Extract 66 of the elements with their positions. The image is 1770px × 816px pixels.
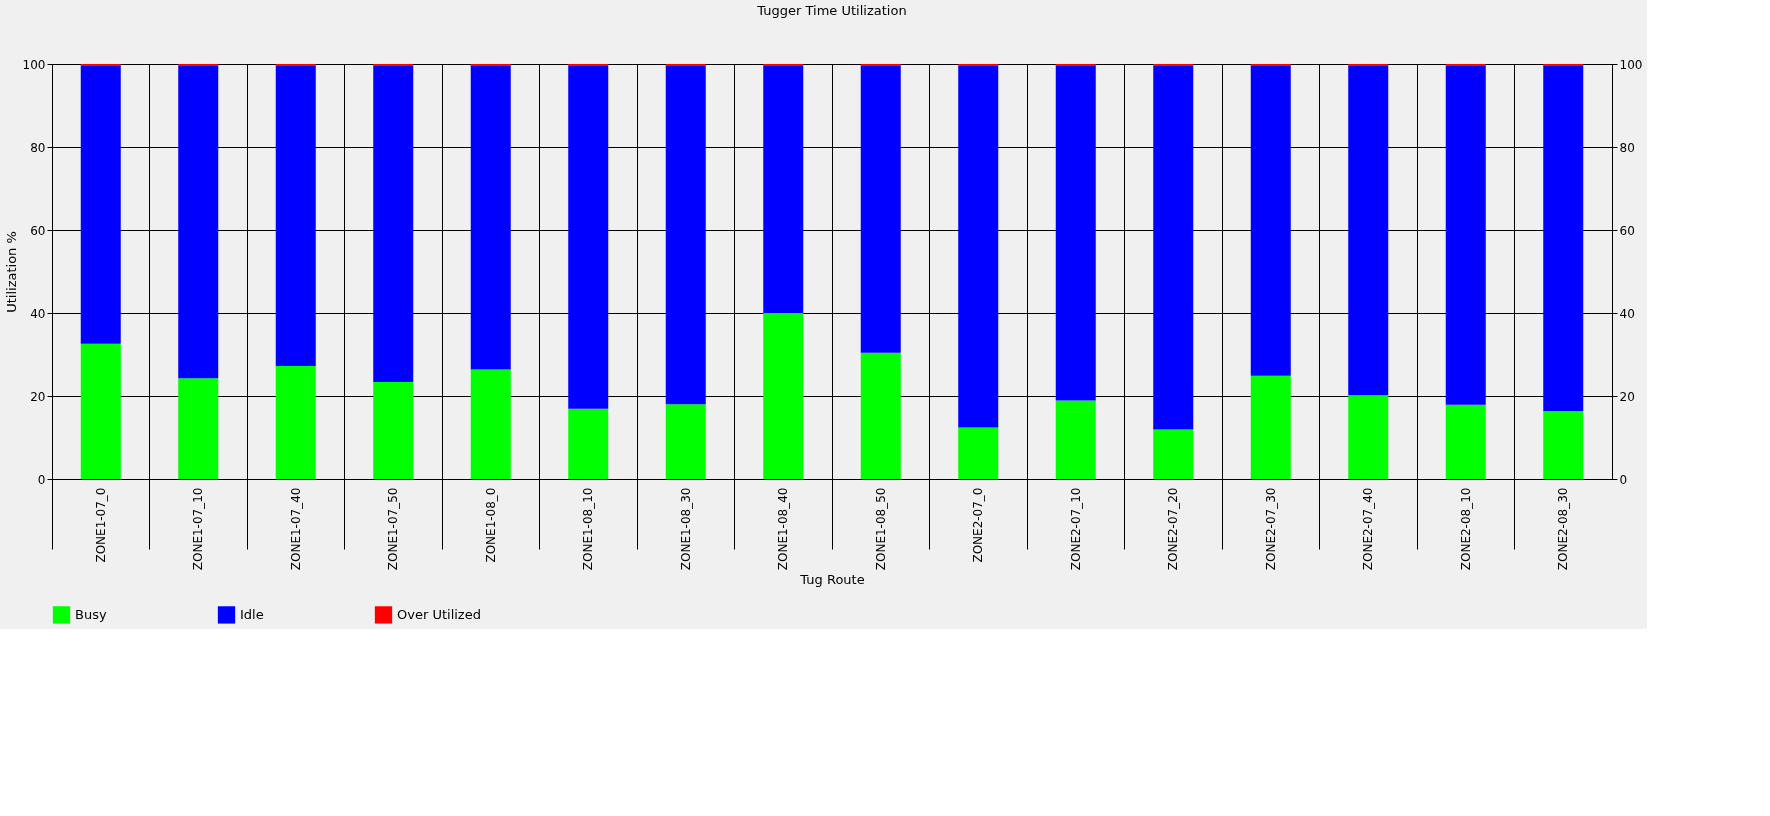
y2-tick-label: 0 (1619, 472, 1628, 487)
bar (568, 408, 609, 479)
bar (1543, 410, 1584, 479)
x-tick-label: ZONE2-07_20 (1166, 487, 1181, 571)
bar (275, 366, 316, 479)
legend-label: Over Utilized (397, 606, 481, 622)
y-axis-title: Utilization % (3, 231, 19, 313)
bar (1153, 65, 1194, 430)
x-tick-label: ZONE2-07_0 (971, 487, 986, 563)
bar (568, 65, 609, 409)
x-tick-label: ZONE1-08_0 (483, 487, 498, 563)
bar (1153, 429, 1194, 479)
bar (860, 352, 901, 479)
bar (80, 65, 121, 344)
y-tick-label: 40 (30, 306, 46, 321)
bar (958, 427, 999, 479)
bar (665, 65, 706, 405)
bar (860, 65, 901, 353)
bar (1250, 65, 1291, 376)
x-tick-label: ZONE2-08_10 (1458, 487, 1473, 571)
bar (763, 313, 804, 479)
bar (470, 65, 511, 370)
bar (1250, 375, 1291, 479)
x-tick-label: ZONE1-08_10 (581, 487, 596, 571)
bar (763, 65, 804, 313)
bar (1445, 65, 1486, 405)
y2-tick-label: 20 (1619, 389, 1635, 404)
y2-tick-label: 60 (1619, 223, 1635, 238)
bar (1348, 395, 1389, 479)
x-tick-label: ZONE1-08_40 (776, 487, 791, 571)
y-tick-label: 0 (37, 472, 46, 487)
bar (1055, 65, 1096, 401)
y2-tick-label: 100 (1619, 57, 1643, 72)
x-tick-label: ZONE1-07_50 (386, 487, 401, 571)
bar (665, 404, 706, 479)
bar (373, 65, 414, 382)
x-tick-label: ZONE1-08_50 (873, 487, 888, 571)
x-tick-label: ZONE1-07_40 (288, 487, 303, 571)
bar (1055, 400, 1096, 479)
bar (958, 65, 999, 428)
y2-tick-label: 40 (1619, 306, 1635, 321)
y-tick-label: 80 (30, 140, 46, 155)
x-tick-label: ZONE2-07_30 (1263, 487, 1278, 571)
chart-title: Tugger Time Utilization (756, 3, 907, 18)
bar (275, 65, 316, 367)
bar (1445, 404, 1486, 479)
bar (80, 343, 121, 479)
bar (178, 65, 219, 379)
bar (1543, 65, 1584, 411)
bar (470, 369, 511, 479)
x-tick-label: ZONE1-07_10 (191, 487, 206, 571)
x-axis-title: Tug Route (799, 572, 865, 588)
x-tick-label: ZONE1-08_30 (678, 487, 693, 571)
legend-label: Busy (75, 606, 107, 622)
x-tick-label: ZONE2-07_40 (1361, 487, 1376, 571)
y2-tick-label: 80 (1619, 140, 1635, 155)
y-tick-label: 100 (22, 57, 46, 72)
x-tick-label: ZONE2-08_30 (1556, 487, 1571, 571)
bar (178, 378, 219, 479)
x-tick-label: ZONE1-07_0 (93, 487, 108, 563)
y-tick-label: 60 (30, 223, 46, 238)
y-tick-label: 20 (30, 389, 46, 404)
legend-label: Idle (240, 606, 264, 622)
bar (1348, 65, 1389, 396)
bar (373, 381, 414, 479)
x-tick-label: ZONE2-07_10 (1068, 487, 1083, 571)
